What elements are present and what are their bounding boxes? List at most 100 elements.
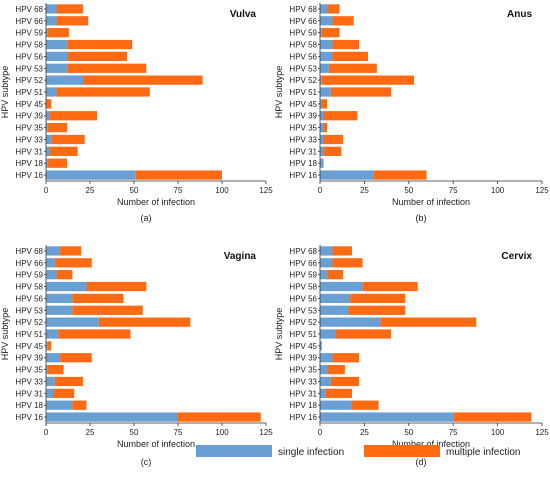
x-tick-label: 125 <box>259 428 273 437</box>
x-tick-label: 75 <box>174 186 183 195</box>
bar-multiple <box>47 341 52 351</box>
category-label: HPV 66 <box>289 259 317 268</box>
category-label: HPV 56 <box>15 52 43 61</box>
bar-multiple <box>135 170 222 180</box>
bar-multiple <box>332 246 352 256</box>
bar-multiple <box>58 329 131 339</box>
category-label: HPV 51 <box>289 88 317 97</box>
bar-multiple <box>178 412 261 422</box>
panel-title: Cervix <box>501 251 532 262</box>
category-label: HPV 39 <box>15 112 43 121</box>
bar-multiple <box>72 293 124 304</box>
category-label: HPV 68 <box>289 5 317 14</box>
bar-multiple <box>72 400 87 410</box>
bar-single <box>320 16 333 26</box>
bar-multiple <box>98 317 191 327</box>
category-label: HPV 59 <box>15 29 43 38</box>
category-label: HPV 16 <box>15 413 43 422</box>
category-label: HPV 52 <box>15 76 43 85</box>
bar-multiple <box>67 51 127 62</box>
bar-single <box>320 412 454 422</box>
bar-single <box>320 39 333 50</box>
category-label: HPV 66 <box>289 17 317 26</box>
bar-single <box>46 258 55 268</box>
x-tick-label: 75 <box>174 428 183 437</box>
category-label: HPV 39 <box>15 354 43 363</box>
bar-single <box>46 400 73 410</box>
category-label: HPV 18 <box>289 401 317 410</box>
bar-multiple <box>56 270 73 280</box>
category-label: HPV 53 <box>15 64 43 73</box>
category-label: HPV 53 <box>289 306 317 315</box>
category-label: HPV 31 <box>15 147 43 156</box>
category-label: HPV 45 <box>289 342 317 351</box>
bar-single <box>46 246 61 256</box>
bar-single <box>320 63 329 73</box>
bar-single <box>46 388 54 398</box>
bar-single <box>46 281 87 292</box>
category-label: HPV 16 <box>15 171 43 180</box>
bar-single <box>46 317 99 327</box>
bar-single <box>46 376 55 387</box>
category-label: HPV 52 <box>289 76 317 85</box>
category-label: HPV 35 <box>15 366 43 375</box>
bar-multiple <box>348 305 406 315</box>
x-tick-label: 0 <box>44 428 49 437</box>
bar-multiple <box>327 270 344 280</box>
bar-single <box>46 4 57 14</box>
bar-single <box>46 329 59 339</box>
bar-multiple <box>56 87 150 97</box>
x-tick-label: 125 <box>535 428 549 437</box>
x-tick-label: 100 <box>491 186 505 195</box>
x-axis-title: Number of infection <box>117 197 195 207</box>
bar-multiple <box>362 281 418 292</box>
chart-panels: HPV 68 HPV 66 HPV 59 HPV 58 HPV 56 HPV 53 HPV … <box>0 3 549 467</box>
bar-single <box>320 4 328 14</box>
x-tick-label: 0 <box>44 186 49 195</box>
legend: single infection multiple infection <box>196 445 520 458</box>
bar-single <box>46 134 52 145</box>
bar-multiple <box>332 353 360 363</box>
bar-multiple <box>323 134 344 145</box>
bar-multiple <box>67 63 147 73</box>
bar-single <box>320 341 322 351</box>
category-label: HPV 18 <box>15 401 43 410</box>
bar-multiple <box>332 258 363 268</box>
bar-multiple <box>327 364 345 375</box>
x-tick-label: 125 <box>259 186 273 195</box>
bar-single <box>46 28 48 38</box>
bar-multiple <box>53 388 75 398</box>
panel-title: Vagina <box>224 251 257 262</box>
category-label: HPV 31 <box>289 389 317 398</box>
bar-multiple <box>47 158 68 168</box>
bar-single <box>46 146 50 156</box>
bar-multiple <box>323 146 342 156</box>
x-tick-label: 75 <box>449 186 458 195</box>
bar-multiple <box>351 400 379 410</box>
bar-single <box>320 353 333 363</box>
category-label: HPV 53 <box>289 64 317 73</box>
bar-multiple <box>54 258 92 268</box>
category-label: HPV 59 <box>15 271 43 280</box>
bar-multiple <box>46 99 52 109</box>
category-label: HPV 31 <box>289 147 317 156</box>
bar-single <box>46 63 68 73</box>
x-tick-label: 50 <box>130 428 139 437</box>
bar-single <box>46 111 50 121</box>
bar-single <box>46 412 178 422</box>
bar-multiple <box>321 75 415 85</box>
x-tick-label: 100 <box>215 186 229 195</box>
x-tick-label: 100 <box>491 428 505 437</box>
chart-panel-vulva: HPV 68 HPV 66 HPV 59 HPV 58 HPV 56 HPV 53 HPV … <box>0 3 273 223</box>
bar-multiple <box>327 4 340 14</box>
category-label: HPV 52 <box>289 318 317 327</box>
x-tick-label: 100 <box>215 428 229 437</box>
bar-multiple <box>332 51 368 62</box>
category-label: HPV 16 <box>289 413 317 422</box>
category-label: HPV 58 <box>15 41 43 50</box>
category-label: HPV 45 <box>15 100 43 109</box>
bar-multiple <box>332 39 360 50</box>
bar-single <box>320 258 333 268</box>
category-label: HPV 59 <box>289 271 317 280</box>
bar-multiple <box>321 99 328 109</box>
